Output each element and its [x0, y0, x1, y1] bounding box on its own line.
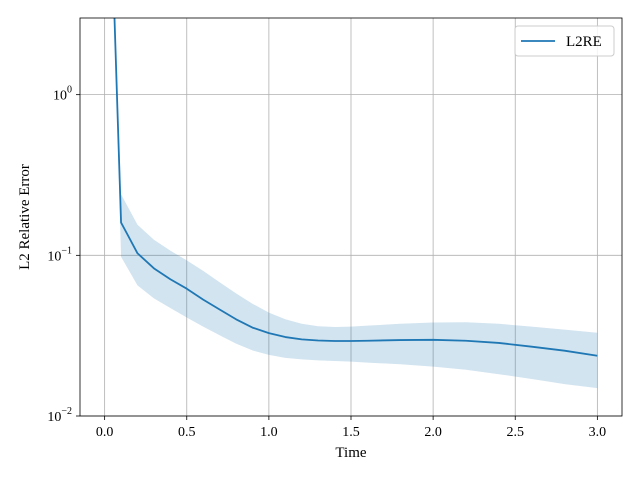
y-tick-base: 10: [47, 410, 61, 425]
confidence-band: [114, 18, 598, 389]
series-line-l2re: [113, 18, 598, 357]
legend-box: [514, 25, 615, 57]
confidence-band-layer: [114, 18, 598, 389]
y-tick-label: 10−2: [47, 406, 72, 425]
x-tick-label: 3.0: [589, 425, 607, 440]
y-tick-label: 10−1: [47, 245, 72, 264]
x-tick-label: 0.5: [178, 425, 196, 440]
y-tick-base: 10: [53, 89, 67, 104]
x-tick-label: 2.5: [506, 425, 524, 440]
x-tick-label: 1.5: [342, 425, 360, 440]
grid: [80, 18, 622, 417]
y-axis-label: L2 Relative Error: [17, 164, 33, 270]
y-tick-exponent: −2: [61, 406, 72, 417]
x-tick-label: 2.0: [424, 425, 442, 440]
y-tick-exponent: 0: [67, 85, 72, 96]
y-tick-base: 10: [47, 249, 61, 264]
legend-label-l2re: L2RE: [566, 34, 602, 50]
x-tick-label: 0.0: [96, 425, 114, 440]
x-axis-label: Time: [335, 445, 366, 461]
x-axis-ticks: 0.0 0.5 1.0 1.5 2.0 2.5 3.0: [96, 416, 606, 440]
legend: L2RE: [514, 25, 615, 57]
x-tick-label: 1.0: [260, 425, 278, 440]
series-line-layer: [113, 18, 598, 357]
y-tick-exponent: −1: [61, 245, 72, 256]
y-tick-label: 100: [53, 85, 72, 104]
